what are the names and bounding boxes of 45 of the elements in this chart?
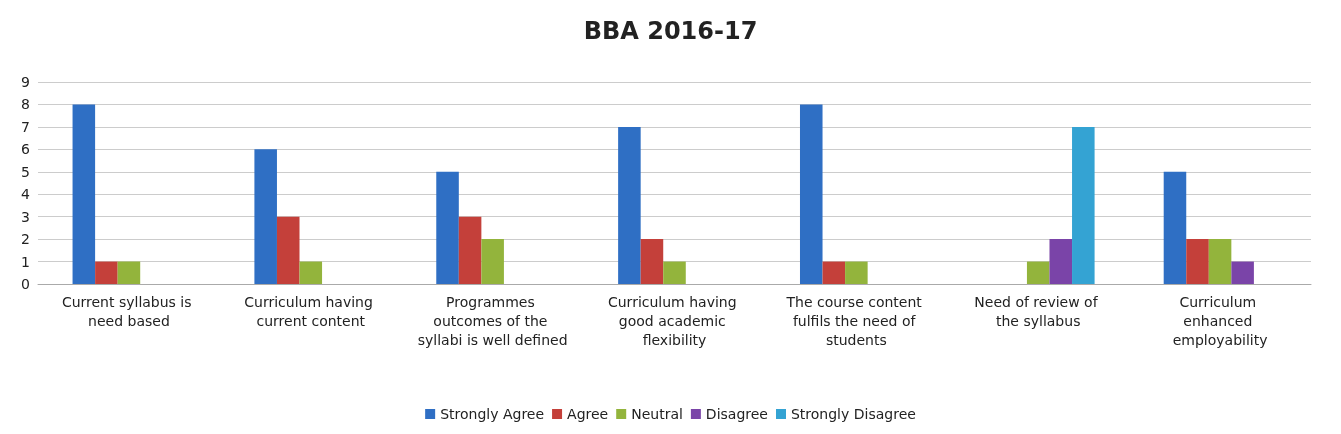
y-tick-label: 5 bbox=[21, 163, 30, 180]
x-tick-label: Curriculum having good academic flexibility bbox=[607, 293, 742, 348]
legend-label: Agree bbox=[567, 406, 609, 422]
bar bbox=[1026, 261, 1050, 284]
bar bbox=[1049, 239, 1073, 284]
y-tick-label: 6 bbox=[21, 141, 31, 158]
bar bbox=[640, 239, 664, 284]
bar bbox=[436, 171, 459, 284]
bar bbox=[1208, 239, 1232, 284]
bar bbox=[1163, 171, 1187, 284]
x-tick-label: Current syllabus is need based bbox=[61, 293, 196, 329]
y-tick-label: 3 bbox=[21, 208, 30, 225]
y-tick-label: 9 bbox=[21, 74, 30, 90]
y-tick-label: 1 bbox=[21, 253, 30, 270]
bar bbox=[1231, 261, 1254, 284]
x-tick-label: Programmes outcomes of the syllabi is well defined bbox=[417, 293, 568, 348]
legend-label: Neutral bbox=[631, 406, 683, 422]
bar bbox=[1072, 126, 1095, 284]
bar bbox=[72, 104, 96, 284]
bar bbox=[95, 261, 118, 284]
x-tick-label: Need of review of the syllabus bbox=[974, 293, 1103, 329]
bar bbox=[299, 261, 323, 284]
bar bbox=[254, 149, 277, 284]
bar bbox=[822, 261, 846, 284]
bar bbox=[1186, 239, 1209, 284]
x-tick-label: Curriculum enhanced employability bbox=[1172, 293, 1268, 348]
y-tick-label: 4 bbox=[21, 186, 31, 203]
bar bbox=[618, 126, 641, 284]
y-tick-label: 0 bbox=[21, 276, 30, 292]
y-tick-label: 8 bbox=[21, 96, 30, 113]
x-tick-label: The course content fulfils the need of students bbox=[785, 293, 927, 348]
legend-label: Strongly Disagree bbox=[790, 406, 916, 422]
bar bbox=[481, 239, 504, 284]
bar bbox=[799, 104, 823, 284]
legend-label: Strongly Agree bbox=[440, 406, 545, 422]
chart-title: BBA 2016-17 bbox=[583, 17, 758, 45]
legend-label: Disagree bbox=[705, 406, 768, 422]
y-tick-label: 2 bbox=[21, 231, 30, 248]
bar bbox=[117, 261, 141, 284]
bar bbox=[663, 261, 686, 284]
x-tick-label: Curriculum having current content bbox=[244, 293, 378, 329]
bar bbox=[276, 216, 300, 284]
y-tick-label: 7 bbox=[21, 118, 30, 135]
bar bbox=[458, 216, 482, 284]
bar bbox=[845, 261, 868, 284]
